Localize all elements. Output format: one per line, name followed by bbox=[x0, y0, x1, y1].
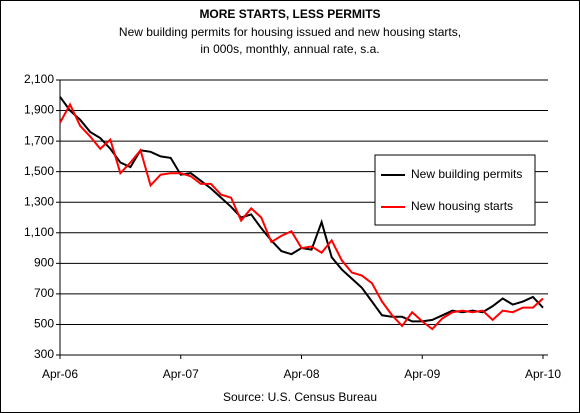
x-tick-label: Apr-06 bbox=[42, 367, 78, 381]
y-tick-label: 700 bbox=[34, 286, 54, 300]
y-tick-label: 900 bbox=[34, 256, 54, 270]
x-tick-label: Apr-09 bbox=[404, 367, 440, 381]
y-tick-label: 2,100 bbox=[24, 72, 54, 86]
y-tick-label: 1,700 bbox=[24, 133, 54, 147]
legend-label: New housing starts bbox=[411, 199, 513, 213]
y-tick-label: 300 bbox=[34, 347, 54, 361]
legend-box bbox=[374, 154, 536, 226]
legend-label: New building permits bbox=[411, 167, 522, 181]
subtitle: in 000s, monthly, annual rate, s.a. bbox=[200, 42, 379, 56]
source: Source: U.S. Census Bureau bbox=[223, 390, 377, 404]
y-tick-label: 1,300 bbox=[24, 194, 54, 208]
x-tick-label: Apr-08 bbox=[283, 367, 319, 381]
chart-title: MORE STARTS, LESS PERMITS bbox=[199, 7, 380, 21]
line bbox=[59, 102, 544, 331]
subtitle: New building permits for housing issued … bbox=[119, 25, 461, 39]
x-tick-label: Apr-10 bbox=[525, 367, 561, 381]
y-tick-label: 1,500 bbox=[24, 164, 54, 178]
x-tick-label: Apr-07 bbox=[163, 367, 199, 381]
y-tick-label: 500 bbox=[34, 317, 54, 331]
y-tick-label: 1,100 bbox=[24, 225, 54, 239]
y-tick-label: 1,900 bbox=[24, 103, 54, 117]
